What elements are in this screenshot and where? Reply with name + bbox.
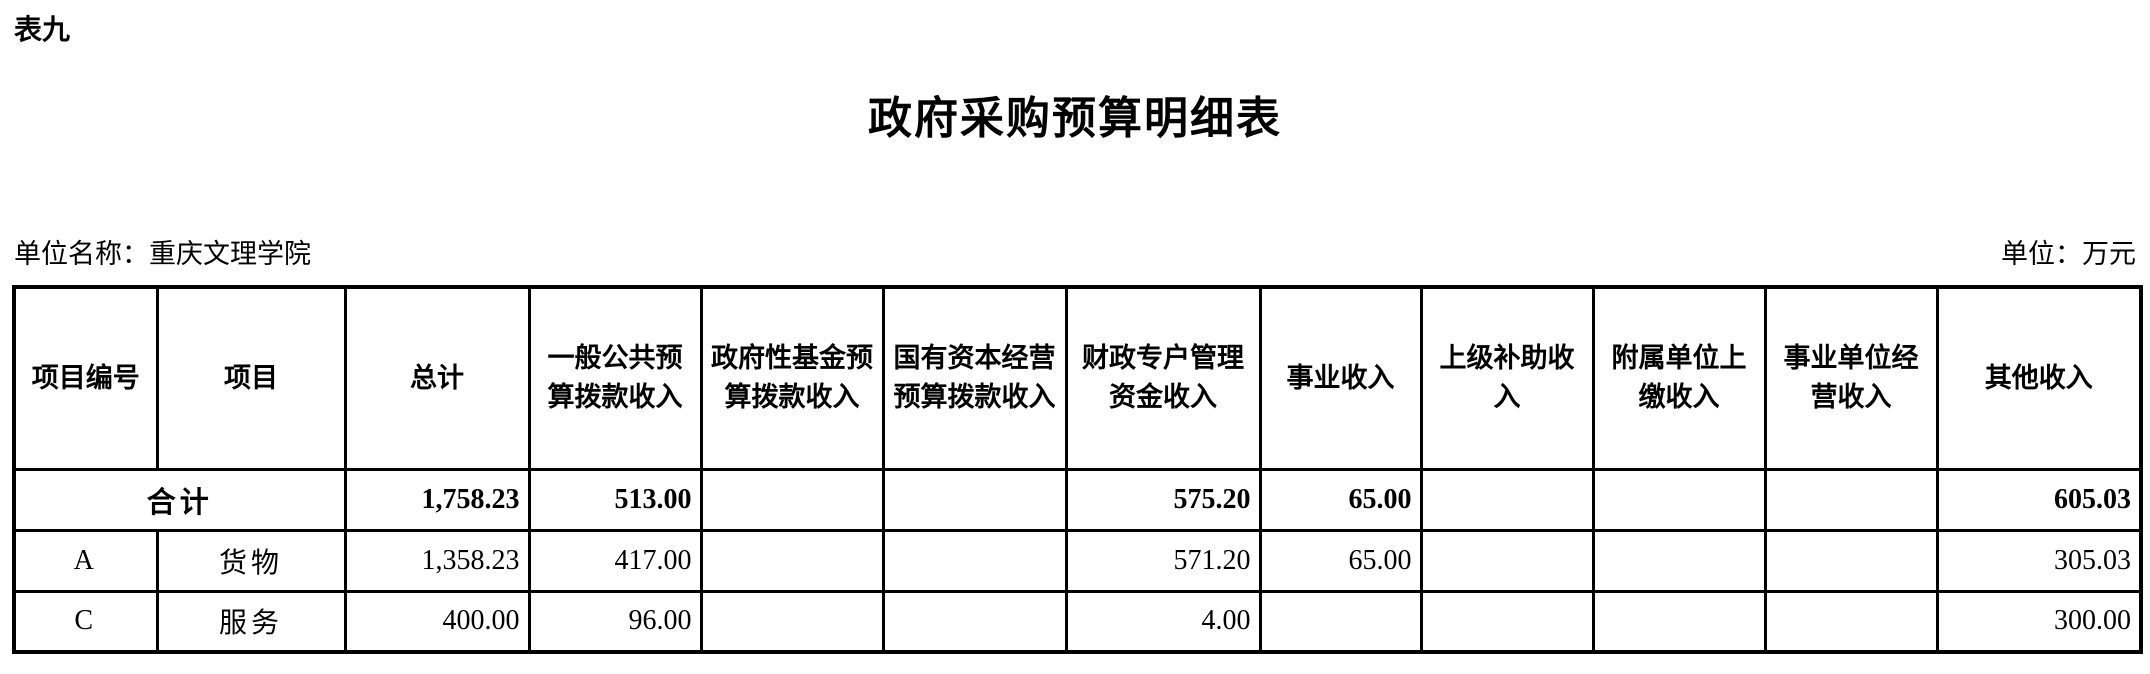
col-header-grand-total: 总计 bbox=[343, 285, 531, 471]
services-govt-fund-budget bbox=[699, 589, 885, 654]
col-header-state-capital-budget: 国有资本经营预算拨款收入 bbox=[881, 285, 1068, 471]
total-affiliated-unit-remit bbox=[1591, 467, 1767, 532]
col-header-general-public-budget: 一般公共预算拨款收入 bbox=[527, 285, 703, 471]
services-superior-subsidy bbox=[1419, 589, 1595, 654]
col-header-operating-income: 事业收入 bbox=[1258, 285, 1423, 471]
col-header-item-code: 项目编号 bbox=[12, 285, 159, 471]
total-operating-income: 65.00 bbox=[1258, 467, 1423, 532]
total-grand-total: 1,758.23 bbox=[343, 467, 531, 532]
procurement-budget-table: 项目编号 项目 总计 一般公共预算拨款收入 政府性基金预算拨款收入 国有资本经营… bbox=[12, 285, 2143, 654]
services-general-public-budget: 96.00 bbox=[527, 589, 703, 654]
col-header-superior-subsidy: 上级补助收入 bbox=[1419, 285, 1595, 471]
unit-of-measure-label: 单位：万元 bbox=[2001, 239, 2136, 269]
services-state-capital-budget bbox=[881, 589, 1068, 654]
services-institution-business bbox=[1763, 589, 1939, 654]
page-title: 政府采购预算明细表 bbox=[868, 94, 1282, 143]
goods-fiscal-special-account: 571.20 bbox=[1064, 528, 1262, 593]
services-fiscal-special-account: 4.00 bbox=[1064, 589, 1262, 654]
goods-row-name: 货物 bbox=[155, 528, 347, 593]
total-other-income: 605.03 bbox=[1935, 467, 2143, 532]
services-operating-income bbox=[1258, 589, 1423, 654]
services-affiliated-unit-remit bbox=[1591, 589, 1767, 654]
total-institution-business bbox=[1763, 467, 1939, 532]
col-header-affiliated-unit-remit: 附属单位上缴收入 bbox=[1591, 285, 1767, 471]
services-other-income: 300.00 bbox=[1935, 589, 2143, 654]
col-header-item: 项目 bbox=[155, 285, 347, 471]
goods-superior-subsidy bbox=[1419, 528, 1595, 593]
total-general-public-budget: 513.00 bbox=[527, 467, 703, 532]
sheet-label: 表九 bbox=[14, 13, 71, 46]
table-header-row: 项目编号 项目 总计 一般公共预算拨款收入 政府性基金预算拨款收入 国有资本经营… bbox=[12, 285, 2143, 471]
goods-general-public-budget: 417.00 bbox=[527, 528, 703, 593]
unit-name-label: 单位名称：重庆文理学院 bbox=[14, 239, 311, 269]
goods-govt-fund-budget bbox=[699, 528, 885, 593]
goods-state-capital-budget bbox=[881, 528, 1068, 593]
total-state-capital-budget bbox=[881, 467, 1068, 532]
goods-other-income: 305.03 bbox=[1935, 528, 2143, 593]
table-row-services: C 服务 400.00 96.00 4.00 300.00 bbox=[12, 589, 2143, 654]
total-row-label: 合计 bbox=[12, 467, 347, 532]
goods-row-code: A bbox=[12, 528, 159, 593]
table-row-goods: A 货物 1,358.23 417.00 571.20 65.00 305.03 bbox=[12, 528, 2143, 593]
goods-operating-income: 65.00 bbox=[1258, 528, 1423, 593]
total-fiscal-special-account: 575.20 bbox=[1064, 467, 1262, 532]
services-row-code: C bbox=[12, 589, 159, 654]
goods-affiliated-unit-remit bbox=[1591, 528, 1767, 593]
col-header-govt-fund-budget: 政府性基金预算拨款收入 bbox=[699, 285, 885, 471]
col-header-institution-business: 事业单位经营收入 bbox=[1763, 285, 1939, 471]
col-header-other-income: 其他收入 bbox=[1935, 285, 2143, 471]
goods-grand-total: 1,358.23 bbox=[343, 528, 531, 593]
total-govt-fund-budget bbox=[699, 467, 885, 532]
col-header-fiscal-special-account: 财政专户管理资金收入 bbox=[1064, 285, 1262, 471]
total-superior-subsidy bbox=[1419, 467, 1595, 532]
meta-row: 单位名称：重庆文理学院 单位：万元 bbox=[14, 232, 2136, 271]
goods-institution-business bbox=[1763, 528, 1939, 593]
table-row-total: 合计 1,758.23 513.00 575.20 65.00 605.03 bbox=[12, 467, 2143, 532]
services-grand-total: 400.00 bbox=[343, 589, 531, 654]
services-row-name: 服务 bbox=[155, 589, 347, 654]
